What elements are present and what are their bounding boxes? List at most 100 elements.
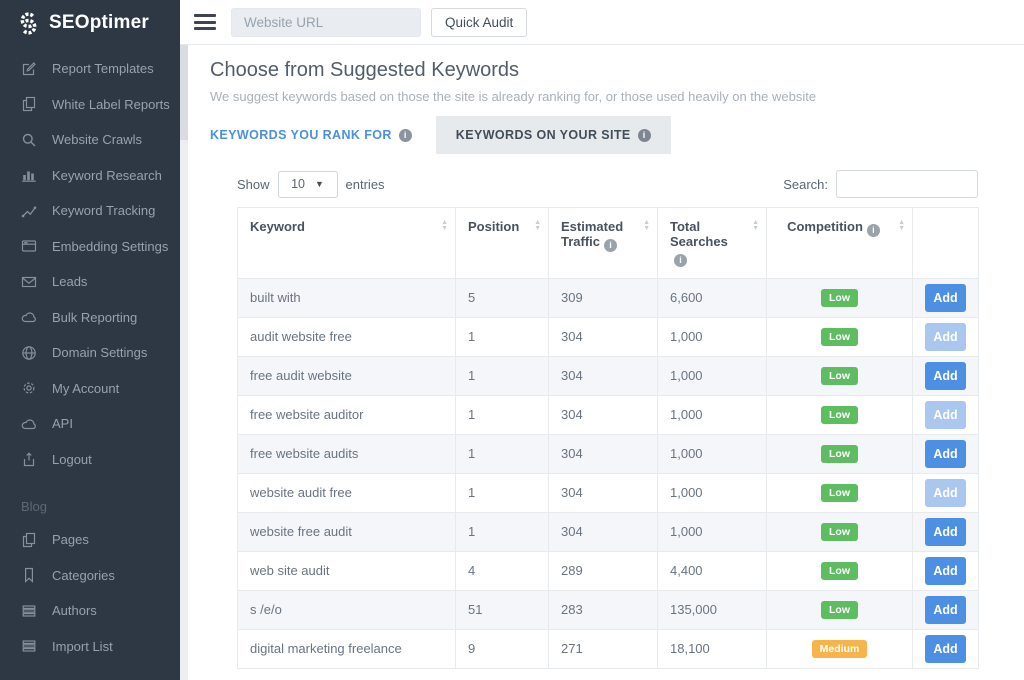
table-row: web site audit 4 289 4,400 Low Add [237, 550, 979, 591]
sidebar-item-keyword-tracking[interactable]: Keyword Tracking [0, 193, 180, 229]
info-icon[interactable]: i [398, 128, 412, 142]
position-cell: 1 [455, 355, 549, 396]
content-scrollbar-track[interactable] [180, 45, 188, 680]
table-row: built with 5 309 6,600 Low Add [237, 277, 979, 318]
searches-cell: 18,100 [657, 628, 767, 669]
sidebar-item-authors[interactable]: Authors [0, 593, 180, 629]
sidebar-item-leads[interactable]: Leads [0, 264, 180, 300]
keyword-cell: web site audit [237, 550, 456, 591]
sidebar-item-embedding-settings[interactable]: Embedding Settings [0, 229, 180, 265]
actions-cell: Add [912, 550, 979, 591]
brand-name: SEOptimer [49, 12, 149, 33]
competition-badge: Low [821, 405, 858, 424]
sort-icon[interactable]: ▲ ▼ [643, 219, 650, 232]
sidebar-item-pages[interactable]: Pages [0, 522, 180, 558]
website-url-input[interactable] [231, 7, 421, 37]
sort-icon[interactable]: ▲ ▼ [752, 219, 759, 232]
hamburger-menu-icon[interactable] [194, 14, 216, 30]
add-keyword-button[interactable]: Add [925, 361, 966, 390]
actions-cell: Add [912, 394, 979, 435]
table-row: website audit free 1 304 1,000 Low Add [237, 472, 979, 513]
traffic-cell: 309 [548, 277, 658, 318]
competition-badge: Low [821, 522, 858, 541]
sidebar-nav: Report Templates White Label Reports Websi… [0, 46, 180, 477]
sidebar-item-api[interactable]: API [0, 406, 180, 442]
sort-icon[interactable]: ▲ ▼ [534, 219, 541, 232]
content-scrollbar-thumb[interactable] [180, 45, 188, 140]
sidebar-item-website-crawls[interactable]: Website Crawls [0, 122, 180, 158]
add-keyword-button[interactable]: Add [925, 283, 966, 312]
searches-cell: 1,000 [657, 355, 767, 396]
traffic-cell: 304 [548, 394, 658, 435]
keyword-cell: audit website free [237, 316, 456, 357]
column-header-position[interactable]: Position ▲ ▼ [455, 207, 549, 279]
add-keyword-button[interactable]: Add [925, 439, 966, 468]
page-size-select[interactable]: 10 ▼ [277, 170, 338, 198]
competition-cell: Low [766, 550, 913, 591]
searches-cell: 1,000 [657, 316, 767, 357]
column-header-keyword[interactable]: Keyword ▲ ▼ [237, 207, 456, 279]
brand-logo[interactable]: SEOptimer [0, 0, 180, 46]
show-entries-group: Show 10 ▼ entries [237, 170, 385, 198]
sidebar-item-white-label-reports[interactable]: White Label Reports [0, 87, 180, 123]
add-keyword-button[interactable]: Add [925, 478, 966, 507]
tab-keywords-you-rank-for[interactable]: KEYWORDS YOU RANK FOR i [210, 116, 436, 154]
search-input[interactable] [836, 170, 978, 198]
add-keyword-button[interactable]: Add [925, 322, 966, 351]
searches-cell: 1,000 [657, 433, 767, 474]
quick-audit-button[interactable]: Quick Audit [431, 7, 528, 37]
sort-icon[interactable]: ▲ ▼ [441, 219, 448, 232]
sort-icon[interactable]: ▲ ▼ [898, 219, 905, 232]
add-keyword-button[interactable]: Add [925, 595, 966, 624]
traffic-cell: 304 [548, 472, 658, 513]
column-header-estimated-traffic[interactable]: Estimated Traffic i ▲ ▼ [548, 207, 658, 279]
bar-chart-icon [21, 167, 37, 183]
sidebar-item-label: Embedding Settings [52, 238, 169, 254]
sidebar-item-label: White Label Reports [52, 96, 170, 112]
traffic-cell: 271 [548, 628, 658, 669]
info-icon[interactable]: i [674, 253, 687, 267]
add-keyword-button[interactable]: Add [925, 517, 966, 546]
add-keyword-button[interactable]: Add [925, 400, 966, 429]
sidebar-item-bulk-reporting[interactable]: Bulk Reporting [0, 300, 180, 336]
sidebar-item-my-account[interactable]: My Account [0, 371, 180, 407]
tab-keywords-on-your-site[interactable]: KEYWORDS ON YOUR SITE i [435, 116, 671, 154]
sidebar-item-domain-settings[interactable]: Domain Settings [0, 335, 180, 371]
sidebar-item-label: Keyword Tracking [52, 203, 156, 219]
info-icon[interactable]: i [637, 128, 651, 142]
sidebar-section-blog: Blog [21, 498, 48, 514]
keyword-cell: website free audit [237, 511, 456, 552]
column-header-competition[interactable]: Competition i ▲ ▼ [766, 207, 913, 279]
competition-cell: Low [766, 589, 913, 630]
edit-icon [21, 61, 37, 77]
competition-cell: Low [766, 316, 913, 357]
info-icon[interactable]: i [604, 238, 618, 252]
cloud-icon [21, 416, 37, 432]
actions-cell: Add [912, 511, 979, 552]
sidebar-item-logout[interactable]: Logout [0, 442, 180, 478]
traffic-cell: 304 [548, 355, 658, 396]
sidebar-item-label: Keyword Research [52, 167, 162, 183]
sidebar-item-import-list[interactable]: Import List [0, 629, 180, 665]
position-cell: 1 [455, 394, 549, 435]
sidebar-item-label: Report Templates [52, 61, 154, 77]
keyword-cell: s /e/o [237, 589, 456, 630]
sidebar-blog-nav: Pages Categories Authors Import List [0, 522, 180, 664]
sidebar-item-keyword-research[interactable]: Keyword Research [0, 158, 180, 194]
sidebar-item-report-templates[interactable]: Report Templates [0, 51, 180, 87]
column-header-total-searches[interactable]: Total Searches i ▲ ▼ [657, 207, 767, 279]
add-keyword-button[interactable]: Add [925, 634, 966, 663]
list-icon [21, 603, 37, 619]
sidebar-item-label: Import List [52, 638, 113, 654]
searches-cell: 1,000 [657, 511, 767, 552]
sidebar-item-label: Categories [52, 567, 115, 583]
actions-cell: Add [912, 316, 979, 357]
sidebar-item-categories[interactable]: Categories [0, 558, 180, 594]
add-keyword-button[interactable]: Add [925, 556, 966, 585]
competition-badge: Low [821, 600, 858, 619]
table-row: free website audits 1 304 1,000 Low Add [237, 433, 979, 474]
column-header-actions [912, 207, 979, 279]
page-title: Choose from Suggested Keywords [210, 59, 520, 81]
info-icon[interactable]: i [866, 223, 880, 237]
sidebar-item-label: API [52, 416, 73, 432]
